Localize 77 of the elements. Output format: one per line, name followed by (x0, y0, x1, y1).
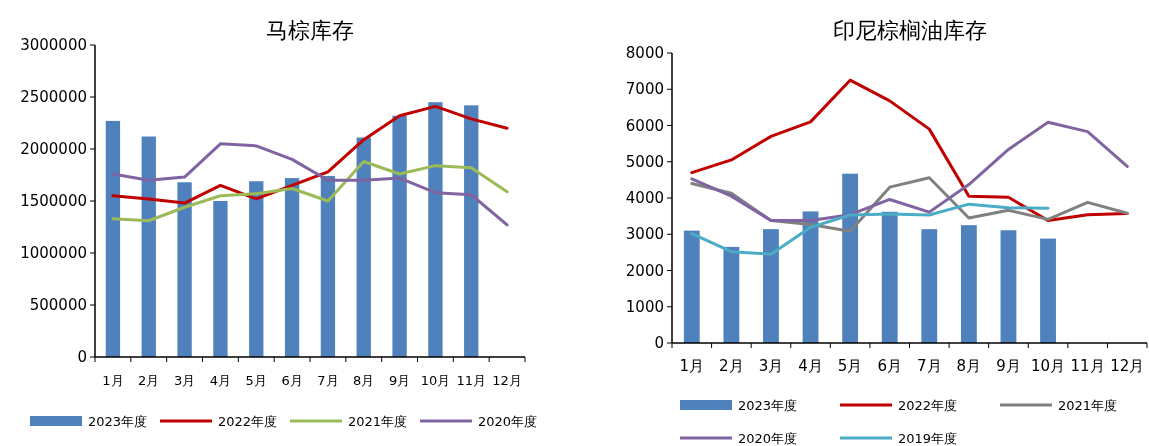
y-tick-label: 4000 (625, 189, 664, 207)
chart-title: 马棕库存 (266, 18, 354, 43)
y-tick-label: 5000 (625, 152, 664, 171)
y-tick-label: 6000 (625, 116, 664, 135)
x-tick-label: 6月 (877, 357, 902, 375)
y-tick-label: 3000 (625, 225, 664, 244)
y-tick-label: 7000 (625, 80, 664, 99)
y-tick-label: 0 (654, 334, 664, 352)
x-tick-label: 9月 (996, 357, 1021, 375)
line-series (111, 104, 509, 205)
x-tick-label: 10月 (420, 373, 451, 388)
y-tick-label: 2000000 (20, 140, 87, 158)
x-tick-label: 7月 (917, 357, 942, 375)
bar (392, 115, 407, 357)
legend-label: 2019年度 (898, 431, 958, 446)
y-tick-label: 0 (77, 348, 87, 366)
x-tick-label: 1月 (102, 373, 124, 388)
y-tick-label: 2500000 (20, 88, 87, 106)
line-series (690, 202, 1050, 256)
line-series (111, 142, 509, 227)
x-tick-label: 12月 (492, 373, 522, 388)
x-tick-label: 3月 (758, 357, 784, 375)
bar (683, 230, 700, 343)
bar (141, 136, 156, 357)
legend-label: 2022年度 (218, 414, 278, 429)
legend-label: 2021年度 (348, 414, 408, 429)
x-tick-label: 1月 (679, 357, 705, 375)
x-tick-label: 5月 (245, 373, 267, 388)
line-series (690, 120, 1129, 222)
bar (763, 229, 779, 343)
x-tick-label: 6月 (281, 373, 303, 388)
bar (464, 105, 479, 357)
legend-label: 2023年度 (88, 414, 148, 429)
y-tick-label: 1500000 (20, 192, 87, 210)
y-tick-label: 8000 (625, 44, 664, 62)
x-tick-label: 11月 (456, 373, 487, 388)
bar (356, 137, 371, 357)
bar (960, 225, 977, 343)
bar (284, 178, 300, 357)
legend-label: 2021年度 (1058, 398, 1118, 413)
bar (213, 201, 228, 357)
bar (921, 229, 938, 343)
bar (105, 120, 121, 357)
bar (1000, 230, 1017, 343)
x-tick-label: 8月 (353, 373, 375, 388)
x-tick-label: 11月 (1070, 357, 1105, 375)
x-tick-label: 4月 (798, 357, 823, 375)
legend-label: 2022年度 (898, 398, 958, 413)
bar (1040, 238, 1056, 343)
x-tick-label: 9月 (388, 373, 411, 388)
y-tick-label: 1000 (625, 297, 664, 316)
bar (249, 181, 264, 357)
x-tick-label: 2月 (719, 357, 744, 375)
x-tick-label: 8月 (956, 357, 982, 375)
x-tick-label: 2月 (138, 373, 160, 388)
y-tick-label: 2000 (625, 261, 664, 280)
bar (320, 176, 336, 357)
line-series (690, 78, 1129, 222)
x-tick-label: 10月 (1030, 357, 1066, 375)
line-series (111, 159, 509, 223)
chart-title: 印尼棕榈油库存 (832, 18, 987, 43)
x-tick-label: 3月 (173, 373, 196, 388)
bar (842, 173, 859, 343)
bar (723, 246, 740, 343)
x-tick-label: 4月 (209, 373, 232, 388)
legend-label: 2020年度 (478, 414, 538, 429)
y-tick-label: 500000 (29, 296, 87, 314)
bar (881, 211, 898, 343)
bar (177, 182, 192, 357)
x-tick-label: 7月 (317, 373, 339, 388)
y-tick-label: 3000000 (20, 36, 87, 54)
legend-label: 2023年度 (738, 398, 798, 413)
bar (428, 102, 443, 357)
x-tick-label: 12月 (1110, 357, 1145, 375)
legend-label: 2020年度 (738, 431, 798, 446)
x-tick-label: 5月 (837, 357, 863, 375)
y-tick-label: 1000000 (20, 244, 87, 262)
